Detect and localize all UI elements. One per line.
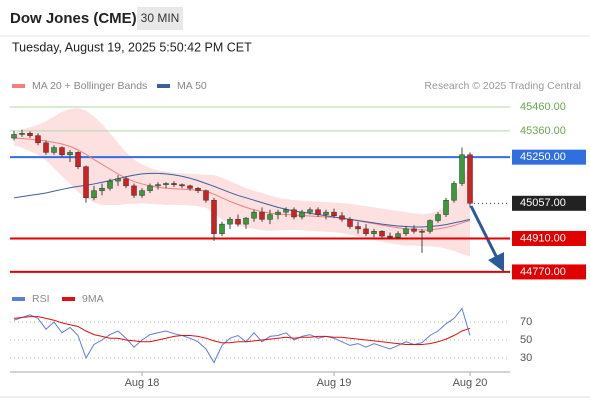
indicator-line (13, 172, 471, 228)
candle-body (123, 178, 129, 187)
timestamp: Tuesday, August 19, 2025 5:50:42 PM CET (12, 40, 252, 54)
candle-body (251, 211, 257, 219)
candle-body (19, 133, 25, 135)
level-label-box (512, 230, 586, 246)
candle-body (267, 214, 273, 220)
candle-body (395, 233, 401, 238)
candle-body (147, 185, 153, 191)
candle-body (427, 220, 433, 232)
legend-label: RSI (32, 293, 50, 305)
candle-body (355, 226, 361, 230)
candle-body (11, 134, 17, 139)
candle-body (131, 185, 137, 196)
candle-body (227, 219, 233, 225)
legend-label: MA 20 + Bollinger Bands (32, 80, 147, 92)
level-label-box (512, 149, 586, 165)
rsi-line (13, 316, 471, 345)
x-tick-label: Aug 20 (453, 377, 488, 389)
candle-body (139, 190, 145, 196)
timeframe-label[interactable]: 30 MIN (141, 11, 180, 25)
candle-body (387, 235, 393, 238)
legend-label: MA 50 (177, 80, 207, 92)
level-label: 44910.00 (520, 232, 566, 244)
candle-body (331, 211, 337, 216)
candle-body (299, 211, 305, 218)
candle-body (347, 219, 353, 227)
candle-body (35, 135, 41, 144)
level-label: 45360.00 (520, 125, 566, 137)
candle-body (219, 223, 225, 234)
candle-body (203, 190, 209, 201)
candle-body (403, 228, 409, 234)
rsi-tick-label: 70 (520, 316, 532, 328)
candle-body (411, 228, 417, 232)
rsi-tick-label: 30 (520, 352, 532, 364)
candle-body (371, 231, 377, 234)
candle-body (211, 199, 217, 234)
candle-body (307, 209, 313, 213)
candle-body (291, 209, 297, 218)
level-label: 45057.00 (520, 197, 566, 209)
timeframe-button[interactable] (137, 7, 183, 30)
rsi-line (13, 307, 471, 364)
candle-body (283, 209, 289, 213)
indicator-line (13, 137, 471, 231)
candle-body (323, 211, 329, 215)
candle-body (83, 166, 89, 199)
candle-body (435, 214, 441, 221)
candle-body (259, 211, 265, 220)
chart-title: Dow Jones (CME) (10, 10, 137, 27)
candle-body (195, 188, 201, 191)
candle-body (363, 228, 369, 234)
candle-body (67, 152, 73, 156)
candle-body (467, 154, 473, 204)
projection-arrow (469, 205, 505, 273)
level-label: 45460.00 (520, 101, 566, 113)
candle-body (115, 178, 121, 182)
level-label: 45250.00 (520, 151, 566, 163)
candle-body (443, 199, 449, 215)
level-label: 44770.00 (520, 266, 566, 278)
candle-body (75, 152, 81, 167)
candle-body (243, 217, 249, 225)
rsi-tick-label: 50 (520, 334, 532, 346)
level-label-box (512, 264, 586, 280)
candle-body (187, 185, 193, 189)
x-tick-label: Aug 18 (125, 377, 160, 389)
candle-body (163, 183, 169, 185)
bollinger-band (14, 108, 470, 257)
candle-body (91, 190, 97, 199)
candle-body (27, 133, 33, 136)
candle-body (235, 219, 241, 225)
candle-body (43, 142, 49, 153)
candle-body (339, 215, 345, 220)
candle-body (179, 184, 185, 187)
candle-body (59, 147, 65, 156)
candle-body (315, 209, 321, 215)
candle-body (419, 231, 425, 233)
candle-body (379, 231, 385, 237)
candle-body (171, 183, 177, 185)
candle-body (155, 184, 161, 187)
candle-body (459, 154, 465, 184)
legend-label: 9MA (82, 293, 104, 305)
candle-body (107, 180, 113, 189)
x-tick-label: Aug 19 (317, 377, 352, 389)
level-label-box (512, 195, 586, 211)
candle-body (99, 188, 105, 191)
candle-body (51, 147, 57, 153)
source: Research © 2025 Trading Central (424, 80, 581, 92)
candle-body (275, 211, 281, 215)
candle-body (451, 183, 457, 201)
